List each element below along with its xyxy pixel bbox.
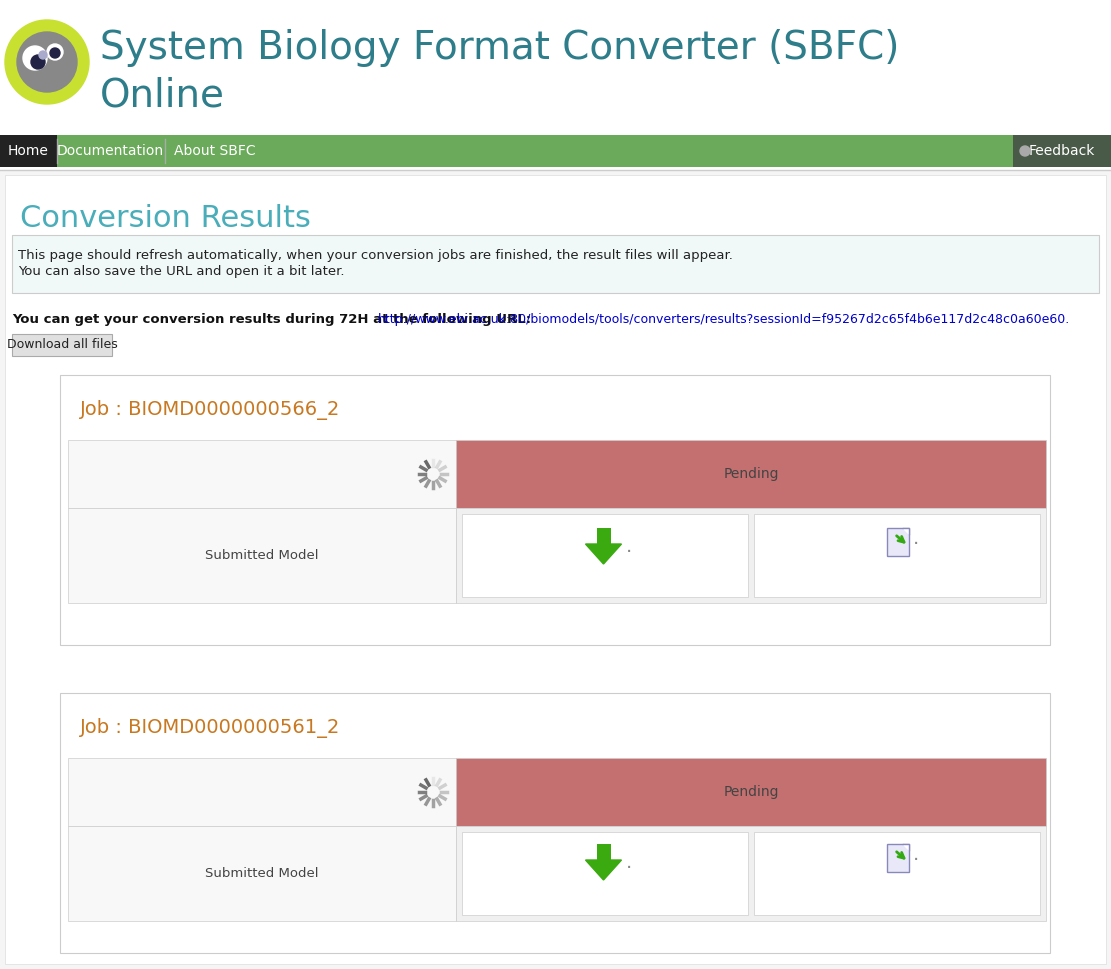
- Text: http://www.ebi.ac.uk:80/biomodels/tools/converters/results?sessionId=f95267d2c65: http://www.ebi.ac.uk:80/biomodels/tools/…: [378, 314, 1070, 327]
- Circle shape: [47, 44, 63, 60]
- Polygon shape: [585, 860, 621, 880]
- FancyBboxPatch shape: [0, 170, 1111, 969]
- FancyBboxPatch shape: [0, 135, 57, 167]
- FancyBboxPatch shape: [0, 135, 1111, 167]
- FancyBboxPatch shape: [456, 826, 1045, 921]
- FancyBboxPatch shape: [68, 758, 456, 826]
- FancyBboxPatch shape: [12, 235, 1099, 293]
- Text: You can also save the URL and open it a bit later.: You can also save the URL and open it a …: [18, 266, 344, 278]
- Text: .: .: [912, 529, 919, 548]
- Circle shape: [1020, 146, 1030, 156]
- Text: Feedback: Feedback: [1029, 144, 1095, 158]
- Text: Pending: Pending: [723, 785, 779, 799]
- FancyBboxPatch shape: [754, 832, 1040, 915]
- FancyBboxPatch shape: [462, 514, 748, 597]
- Text: Submitted Model: Submitted Model: [206, 867, 319, 880]
- Text: .: .: [912, 845, 919, 864]
- Text: You can get your conversion results during 72H at the following URL:: You can get your conversion results duri…: [12, 314, 536, 327]
- FancyBboxPatch shape: [887, 844, 909, 872]
- FancyBboxPatch shape: [462, 832, 748, 915]
- FancyBboxPatch shape: [456, 508, 1045, 603]
- FancyBboxPatch shape: [68, 508, 456, 603]
- Text: Conversion Results: Conversion Results: [20, 203, 311, 233]
- Circle shape: [17, 32, 77, 92]
- FancyBboxPatch shape: [0, 0, 1111, 135]
- FancyBboxPatch shape: [1013, 135, 1111, 167]
- Polygon shape: [902, 528, 909, 534]
- Text: Online: Online: [100, 76, 226, 114]
- Circle shape: [50, 48, 60, 58]
- FancyBboxPatch shape: [597, 528, 611, 544]
- FancyBboxPatch shape: [68, 440, 456, 508]
- Text: Submitted Model: Submitted Model: [206, 549, 319, 562]
- Polygon shape: [902, 844, 909, 850]
- FancyBboxPatch shape: [456, 440, 1045, 508]
- Circle shape: [31, 55, 46, 69]
- FancyBboxPatch shape: [60, 693, 1050, 953]
- FancyBboxPatch shape: [597, 844, 611, 860]
- Text: .: .: [625, 537, 632, 556]
- FancyBboxPatch shape: [12, 334, 112, 356]
- FancyBboxPatch shape: [456, 758, 1045, 826]
- Circle shape: [23, 46, 47, 70]
- Text: .: .: [625, 853, 632, 872]
- FancyBboxPatch shape: [68, 826, 456, 921]
- Text: Documentation: Documentation: [57, 144, 163, 158]
- Text: Job : BIOMD0000000561_2: Job : BIOMD0000000561_2: [80, 718, 340, 738]
- FancyBboxPatch shape: [887, 528, 909, 556]
- Text: About SBFC: About SBFC: [174, 144, 256, 158]
- Text: System Biology Format Converter (SBFC): System Biology Format Converter (SBFC): [100, 29, 900, 67]
- Text: Job : BIOMD0000000566_2: Job : BIOMD0000000566_2: [80, 400, 340, 420]
- Text: Home: Home: [8, 144, 49, 158]
- Circle shape: [39, 51, 47, 59]
- FancyBboxPatch shape: [6, 175, 1105, 964]
- FancyBboxPatch shape: [60, 375, 1050, 645]
- Text: Download all files: Download all files: [7, 338, 118, 352]
- Text: Pending: Pending: [723, 467, 779, 481]
- FancyBboxPatch shape: [754, 514, 1040, 597]
- Polygon shape: [585, 544, 621, 564]
- Circle shape: [6, 20, 89, 104]
- Text: This page should refresh automatically, when your conversion jobs are finished, : This page should refresh automatically, …: [18, 248, 733, 262]
